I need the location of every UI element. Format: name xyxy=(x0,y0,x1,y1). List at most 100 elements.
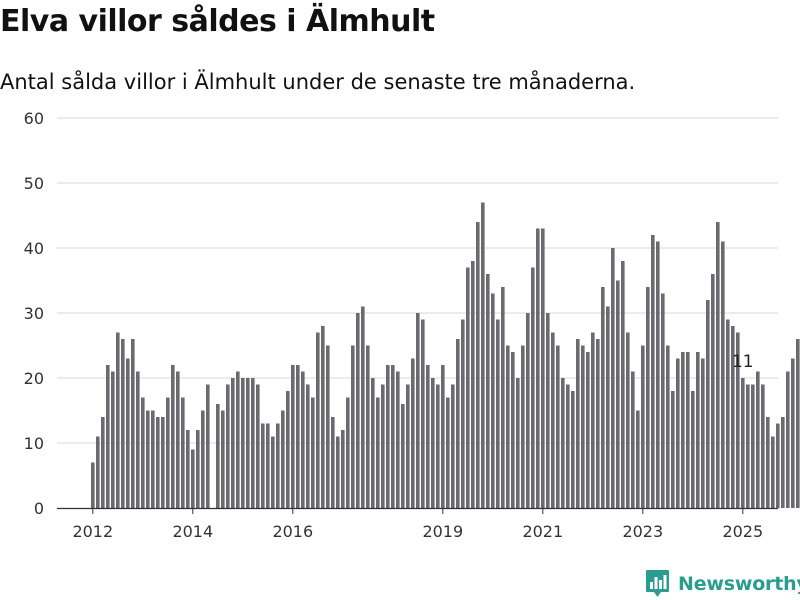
bar xyxy=(111,371,115,508)
bar xyxy=(521,345,525,508)
bar xyxy=(106,365,110,508)
bar xyxy=(731,326,735,508)
bar xyxy=(771,436,775,508)
bar xyxy=(351,345,355,508)
data-label: 11 xyxy=(732,352,754,372)
bar xyxy=(481,202,485,508)
bar xyxy=(221,410,225,508)
bar xyxy=(556,345,560,508)
x-tick-label: 2025 xyxy=(722,522,763,541)
bar xyxy=(366,345,370,508)
bar xyxy=(636,410,640,508)
bar xyxy=(251,378,255,508)
bar xyxy=(641,345,645,508)
bar xyxy=(291,365,295,508)
bar xyxy=(721,241,725,508)
x-tick-label: 2012 xyxy=(72,522,113,541)
y-tick-label: 30 xyxy=(24,304,44,323)
y-tick-label: 60 xyxy=(24,109,44,128)
bar xyxy=(436,384,440,508)
bar xyxy=(146,410,150,508)
bar xyxy=(676,358,680,508)
bar xyxy=(346,397,350,508)
bar xyxy=(751,384,755,508)
chart-subtitle: Antal sålda villor i Älmhult under de se… xyxy=(0,70,636,94)
y-tick-label: 0 xyxy=(34,499,44,518)
bar xyxy=(496,319,500,508)
bar xyxy=(446,397,450,508)
bar xyxy=(121,339,125,508)
bar xyxy=(386,365,390,508)
bar xyxy=(541,228,545,508)
bar xyxy=(611,248,615,508)
bar xyxy=(271,436,275,508)
bar xyxy=(406,384,410,508)
bar xyxy=(456,339,460,508)
bar xyxy=(241,378,245,508)
bar xyxy=(301,371,305,508)
bar xyxy=(466,267,470,508)
bar xyxy=(686,352,690,508)
bar xyxy=(416,313,420,508)
bar xyxy=(156,417,160,508)
bar xyxy=(126,358,130,508)
bar xyxy=(181,397,185,508)
bar xyxy=(216,404,220,508)
bar xyxy=(131,339,135,508)
y-tick-label: 40 xyxy=(24,239,44,258)
x-tick-label: 2021 xyxy=(522,522,563,541)
bar xyxy=(91,462,95,508)
bar xyxy=(116,332,120,508)
bar xyxy=(186,430,190,508)
y-tick-label: 10 xyxy=(24,434,44,453)
bar xyxy=(591,332,595,508)
x-tick-label: 2016 xyxy=(272,522,313,541)
bar xyxy=(171,365,175,508)
x-tick-label: 2023 xyxy=(622,522,663,541)
bar xyxy=(756,371,760,508)
bar xyxy=(376,397,380,508)
bar xyxy=(361,306,365,508)
bar xyxy=(231,378,235,508)
bar xyxy=(706,300,710,508)
bar xyxy=(506,345,510,508)
bar xyxy=(451,384,455,508)
bar xyxy=(796,339,800,508)
bar xyxy=(656,241,660,508)
bar xyxy=(306,384,310,508)
bar xyxy=(746,384,750,508)
bar xyxy=(381,384,385,508)
x-tick-label: 2019 xyxy=(422,522,463,541)
newsworthy-logo: Newsworthy xyxy=(645,569,800,598)
bar xyxy=(781,417,785,508)
bar xyxy=(136,371,140,508)
bar xyxy=(166,397,170,508)
bar xyxy=(141,397,145,508)
bar xyxy=(696,352,700,508)
bar xyxy=(566,384,570,508)
bar xyxy=(666,345,670,508)
bar xyxy=(726,319,730,508)
bar xyxy=(286,391,290,508)
bar xyxy=(736,332,740,508)
bar xyxy=(596,339,600,508)
bar xyxy=(151,410,155,508)
bar xyxy=(531,267,535,508)
bar xyxy=(586,352,590,508)
bar xyxy=(326,345,330,508)
bar xyxy=(581,345,585,508)
bar xyxy=(296,365,300,508)
bar xyxy=(671,391,675,508)
bar xyxy=(551,332,555,508)
bar xyxy=(391,365,395,508)
bar xyxy=(226,384,230,508)
bar xyxy=(701,358,705,508)
bar xyxy=(766,417,770,508)
bar xyxy=(461,319,465,508)
bar xyxy=(546,313,550,508)
bar xyxy=(786,371,790,508)
bar xyxy=(206,384,210,508)
bar xyxy=(196,430,200,508)
bar xyxy=(336,436,340,508)
